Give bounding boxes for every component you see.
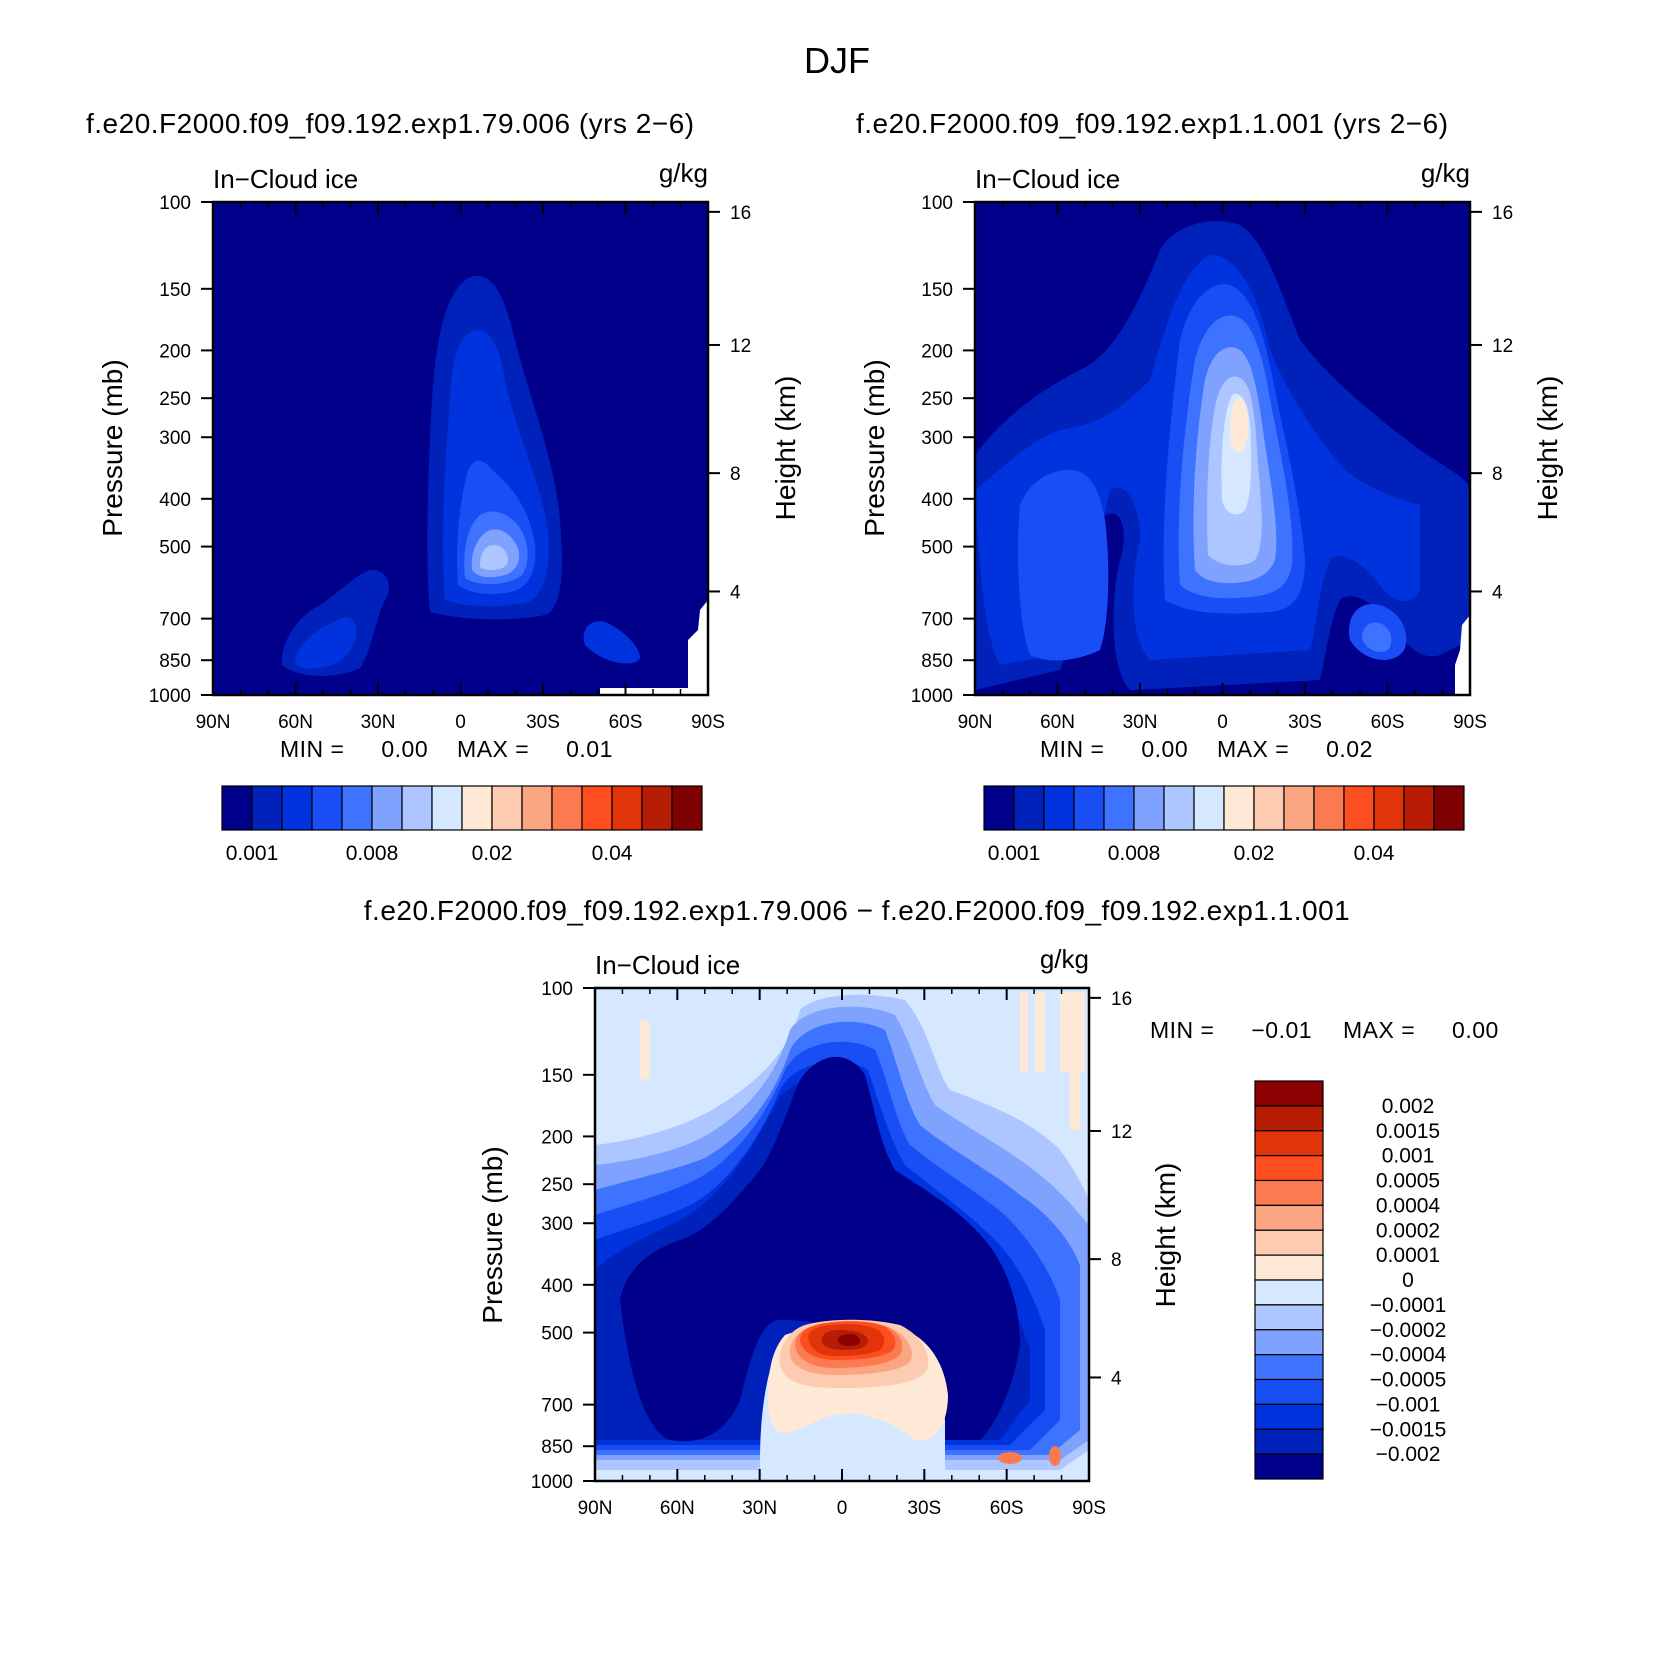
min-label: MIN = [280, 736, 345, 762]
y2-axis-label: Height (km) [770, 376, 801, 521]
min-label: MIN = [1040, 736, 1105, 762]
colorbar-box [251, 785, 283, 831]
units-label: g/kg [659, 158, 708, 188]
panel3-stats: MIN = −0.01 MAX = 0.00 [1150, 1017, 1499, 1044]
y-tick-label: 200 [159, 341, 191, 362]
max-label: MAX = [1342, 1017, 1416, 1043]
x-tick-label: 90S [691, 712, 725, 733]
panel3-case-title: f.e20.F2000.f09_f09.192.exp1.79.006 − f.… [363, 895, 1351, 926]
y-tick-label: 1000 [149, 686, 191, 707]
y2-ticks: 16 12 8 4 [708, 203, 751, 603]
y-tick-label: 700 [159, 610, 191, 631]
colorbar-box [671, 785, 703, 831]
figure-title: DJF [804, 40, 870, 81]
contour-band-sh [583, 621, 640, 664]
colorbar-box [491, 785, 523, 831]
y2-tick-label: 16 [730, 203, 751, 224]
colorbar-label: 0.008 [346, 842, 399, 865]
x-tick-label: 0 [455, 712, 466, 733]
variable-label: In−Cloud ice [213, 164, 358, 194]
x-tick-label: 30N [361, 712, 396, 733]
max-label: MAX = [1217, 736, 1290, 762]
max-value: 0.02 [1326, 736, 1373, 762]
y2-tick-label: 8 [730, 464, 741, 485]
contour-band-6 [480, 545, 508, 570]
colorbar-box [461, 785, 493, 831]
contour-field [281, 275, 708, 695]
y-tick-label: 100 [159, 193, 191, 214]
y-tick-label: 150 [159, 280, 191, 301]
x-tick-label: 60S [609, 712, 643, 733]
colorbar-box [641, 785, 673, 831]
colorbar-box [281, 785, 313, 831]
min-label: MIN = [1150, 1017, 1215, 1043]
y-tick-label: 500 [159, 538, 191, 559]
x-tick-label: 30S [526, 712, 560, 733]
colorbar-box [371, 785, 403, 831]
x-tick-label: 90N [196, 712, 231, 733]
y2-tick-label: 4 [730, 582, 741, 603]
y-axis-label: Pressure (mb) [97, 359, 128, 536]
colorbar-box [551, 785, 583, 831]
x-ticks: 90N 60N 30N 0 30S 60S 90S [196, 202, 725, 733]
min-value: −0.01 [1251, 1017, 1313, 1043]
panel1-case-title: f.e20.F2000.f09_f09.192.exp1.79.006 (yrs… [86, 108, 695, 139]
panel1-stats: MIN = 0.00 MAX = 0.01 [280, 736, 613, 763]
colorbar: 0.001 0.008 0.02 0.04 [221, 785, 703, 865]
y-tick-label: 300 [159, 428, 191, 449]
x-tick-label: 60N [278, 712, 313, 733]
min-value: 0.00 [381, 736, 429, 762]
colorbar-box [431, 785, 463, 831]
colorbar-box [341, 785, 373, 831]
max-value: 0.00 [1452, 1017, 1499, 1043]
min-value: 0.00 [1141, 736, 1189, 762]
panel2-stats: MIN = 0.00 MAX = 0.02 [1040, 736, 1373, 763]
colorbar-box [221, 785, 253, 831]
y-ticks: 100 150 200 250 300 400 500 700 850 1000 [149, 193, 213, 707]
colorbar-label: 0.001 [226, 842, 279, 865]
colorbar-box [311, 785, 343, 831]
max-value: 0.01 [566, 736, 613, 762]
y-tick-label: 400 [159, 490, 191, 511]
y2-tick-label: 12 [730, 336, 751, 357]
missing-data [600, 600, 708, 695]
colorbar-label: 0.04 [592, 842, 633, 865]
colorbar-box [611, 785, 643, 831]
max-label: MAX = [457, 736, 530, 762]
y-tick-label: 250 [159, 389, 191, 410]
y-tick-label: 850 [159, 651, 191, 672]
colorbar-box [401, 785, 433, 831]
colorbar-label: 0.02 [472, 842, 513, 865]
contour-band-nh2 [295, 617, 357, 669]
colorbar-box [581, 785, 613, 831]
colorbar-box [521, 785, 553, 831]
panel2-case-title: f.e20.F2000.f09_f09.192.exp1.1.001 (yrs … [856, 108, 1449, 139]
